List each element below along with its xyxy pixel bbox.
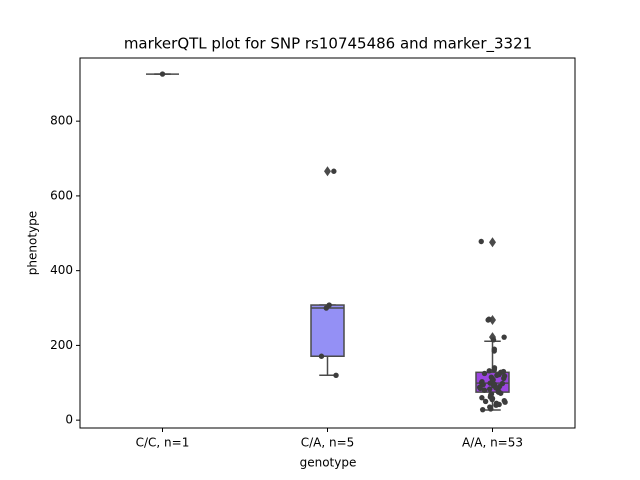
y-tick-label: 200 [50,338,73,352]
point [491,366,498,373]
y-tick-label: 800 [50,114,73,128]
point [491,348,497,354]
point [494,372,500,379]
point [477,385,483,392]
box [310,304,345,357]
point [490,337,497,343]
point [486,386,493,392]
y-tick-label: 600 [50,188,73,202]
point [489,396,495,403]
point [485,317,491,323]
y-axis-label: phenotype [26,211,40,275]
point [331,168,337,174]
point [478,238,484,245]
point [481,387,488,393]
outlier [324,166,331,177]
point [501,375,507,381]
point [482,398,489,405]
point [479,406,486,413]
y-tick-label: 400 [50,263,73,277]
chart-title: markerQTL plot for SNP rs10745486 and ma… [124,35,532,54]
point [493,402,499,408]
point [333,372,339,379]
point [318,353,325,359]
point [481,370,488,377]
point [323,305,330,311]
x-tick-label: A/A, n=53 [462,436,523,450]
point [486,368,492,374]
x-tick-label: C/C, n=1 [136,436,190,450]
point [479,395,485,401]
y-tick-label: 0 [65,413,73,427]
outlier [489,237,496,248]
point [159,71,166,77]
point [488,406,494,412]
point [501,334,507,340]
point [502,399,508,405]
point [498,390,504,396]
x-axis-label: genotype [300,456,357,470]
x-tick-label: C/A, n=5 [301,436,355,450]
